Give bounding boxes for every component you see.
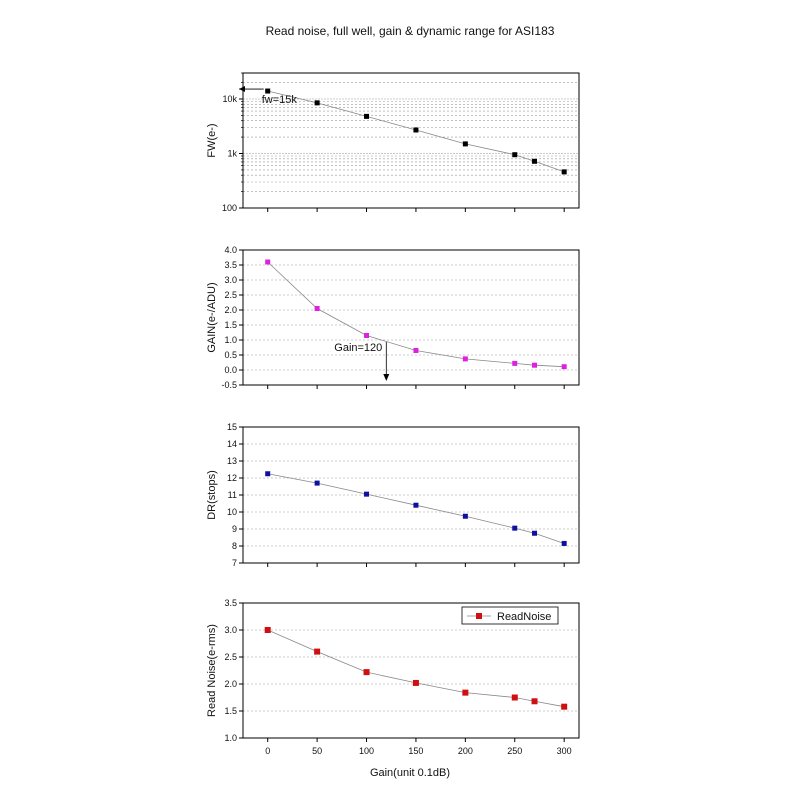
- panel-1: 100 1k 10k FW(e-) fw=15k: [206, 72, 580, 213]
- y-tick-label: 11: [228, 490, 237, 500]
- data-point: [314, 306, 320, 311]
- chart-title: Read noise, full well, gain & dynamic ra…: [266, 24, 555, 38]
- data-point: [561, 169, 567, 175]
- data-point: [462, 356, 468, 362]
- y-tick-label: 13: [227, 456, 237, 466]
- data-point: [512, 360, 518, 366]
- y-tick-label: 4.0: [224, 245, 237, 255]
- plot-frame: [242, 249, 580, 386]
- y-tick-label: 0.0: [224, 365, 237, 375]
- data-point: [561, 364, 567, 370]
- x-tick-label: 200: [458, 746, 473, 756]
- y-tick-label: 14: [227, 439, 237, 449]
- y-tick-label: 3.0: [224, 625, 237, 635]
- y-tick-label: 2.5: [224, 652, 237, 662]
- y-tick-label: 12: [227, 473, 237, 483]
- y-tick-label: 2.0: [224, 305, 237, 315]
- y-tick-label: 1.5: [224, 706, 237, 716]
- plot-frame: [242, 72, 580, 209]
- data-point: [511, 694, 518, 701]
- data-point: [561, 703, 568, 710]
- annotation-arrowhead: [239, 86, 245, 93]
- x-tick-label: 50: [312, 746, 322, 756]
- data-point: [364, 491, 370, 497]
- data-point: [413, 348, 419, 353]
- panel-3: 7 8 9 10 11 12 13 14 15 DR(stops): [206, 422, 580, 568]
- data-point: [561, 540, 567, 546]
- y-tick-label: 100: [222, 203, 237, 213]
- y-tick-label: 2.5: [224, 290, 237, 300]
- series-line: [267, 629, 565, 708]
- data-point: [531, 698, 538, 705]
- y-tick-label: -0.5: [221, 380, 237, 390]
- data-point: [265, 471, 271, 477]
- y-tick-label: 10: [227, 507, 237, 517]
- series-line: [267, 90, 565, 173]
- data-point: [462, 689, 469, 696]
- data-point: [462, 141, 468, 147]
- data-point: [265, 259, 271, 265]
- panel-4: 1.0 1.5 2.0 2.5 3.0 3.5 0 50 100 150 200 250 300 Read…: [206, 598, 580, 756]
- y-tick-label: 15: [227, 422, 237, 432]
- y-tick-label: 8: [232, 541, 237, 551]
- data-point: [413, 502, 419, 508]
- x-tick-label: 100: [359, 746, 374, 756]
- y-tick-label: 1k: [227, 149, 237, 159]
- x-tick-label: 0: [265, 746, 270, 756]
- annotation-label: Gain=120: [334, 342, 382, 354]
- legend-label: ReadNoise: [497, 611, 551, 623]
- data-point: [512, 525, 518, 531]
- series-line: [267, 261, 565, 368]
- x-axis-label: Gain(unit 0.1dB): [370, 767, 450, 779]
- plot-frame: [242, 602, 580, 739]
- data-point: [314, 648, 321, 655]
- legend: ReadNoise: [461, 606, 559, 625]
- series-line: [267, 473, 565, 544]
- y-tick-label: 2.0: [224, 679, 237, 689]
- data-point: [532, 530, 538, 536]
- data-point: [363, 669, 370, 676]
- y-axis-label: DR(stops): [206, 470, 218, 520]
- data-point: [314, 480, 320, 486]
- legend-marker: [476, 613, 482, 619]
- y-tick-label: 9: [232, 524, 237, 534]
- y-tick-label: 3.5: [224, 598, 237, 608]
- y-tick-label: 10k: [222, 94, 237, 104]
- y-axis-label: Read Noise(e-rms): [206, 624, 218, 717]
- annotation-arrowhead: [383, 374, 390, 381]
- annotation-label: fw=15k: [262, 94, 298, 106]
- y-axis-label: GAIN(e-/ADU): [206, 282, 218, 352]
- data-point: [364, 113, 370, 119]
- legend-box: [461, 606, 559, 625]
- y-tick-label: 7: [232, 558, 237, 568]
- data-point: [512, 152, 518, 158]
- data-point: [413, 127, 419, 133]
- data-point: [264, 627, 271, 633]
- y-tick-label: 3.0: [224, 275, 237, 285]
- x-tick-label: 300: [557, 746, 572, 756]
- data-point: [314, 100, 320, 106]
- y-tick-label: 0.5: [224, 350, 237, 360]
- x-tick-label: 250: [507, 746, 522, 756]
- y-tick-label: 3.5: [224, 260, 237, 270]
- data-point: [412, 679, 419, 686]
- y-tick-label: 1.0: [224, 733, 237, 743]
- x-tick-label: 150: [408, 746, 423, 756]
- y-tick-label: 1.5: [224, 320, 237, 330]
- data-point: [265, 88, 271, 94]
- y-axis-label: FW(e-): [206, 123, 218, 157]
- data-point: [532, 158, 538, 164]
- data-point: [462, 513, 468, 519]
- data-point: [532, 362, 538, 368]
- data-point: [364, 333, 370, 338]
- y-tick-label: 1.0: [224, 335, 237, 345]
- panel-2: -0.5 0.0 0.5 1.0 1.5 2.0 2.5 3.0 3.5 4.0 GAIN(e-/A…: [206, 245, 580, 390]
